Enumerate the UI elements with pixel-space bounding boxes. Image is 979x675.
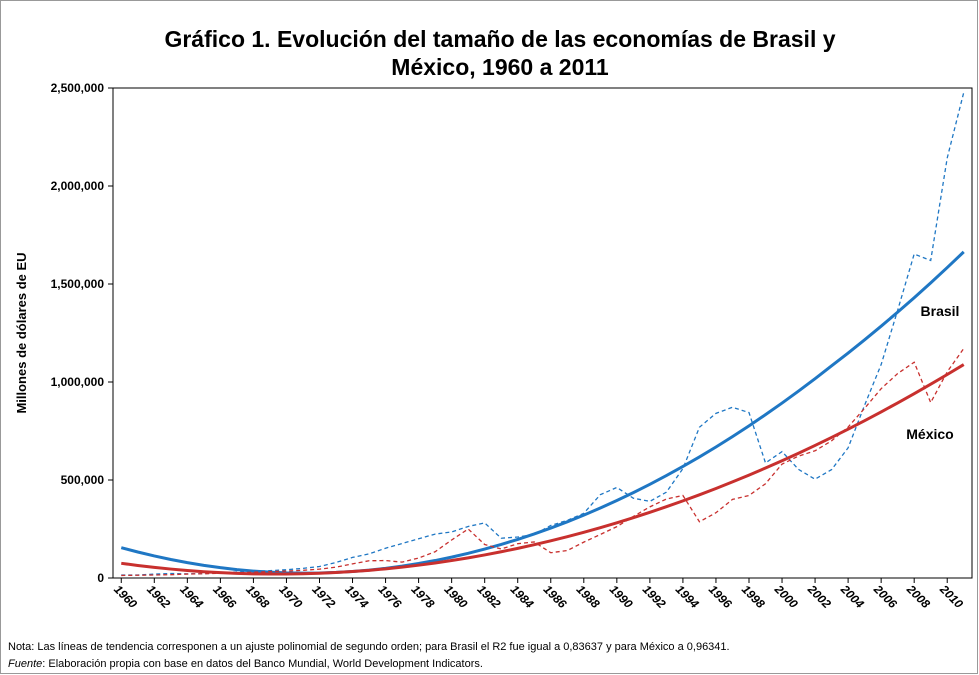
y-tick-label: 1,000,000 [51,375,105,389]
source-text: : Elaboración propia con base en datos d… [42,658,483,670]
y-tick-label: 0 [97,571,104,585]
chart-title: Gráfico 1. Evolución del tamaño de las e… [164,26,835,52]
y-tick-label: 2,000,000 [51,179,105,193]
note: Nota: Las líneas de tendencia correspone… [8,641,730,653]
y-tick-label: 1,500,000 [51,277,105,291]
plot-area [112,87,973,579]
y-tick-label: 500,000 [61,473,105,487]
chart-title: México, 1960 a 2011 [391,54,609,80]
source: Fuente: Elaboración propia con base en d… [8,658,483,670]
series-label: México [906,426,953,442]
trend-line [121,363,965,576]
y-tick-label: 2,500,000 [51,81,105,95]
source-label: Fuente [8,658,42,670]
data-line [121,348,965,577]
y-axis-label: Millones de dólares de EU [14,252,29,413]
series-label: Brasil [921,303,960,319]
